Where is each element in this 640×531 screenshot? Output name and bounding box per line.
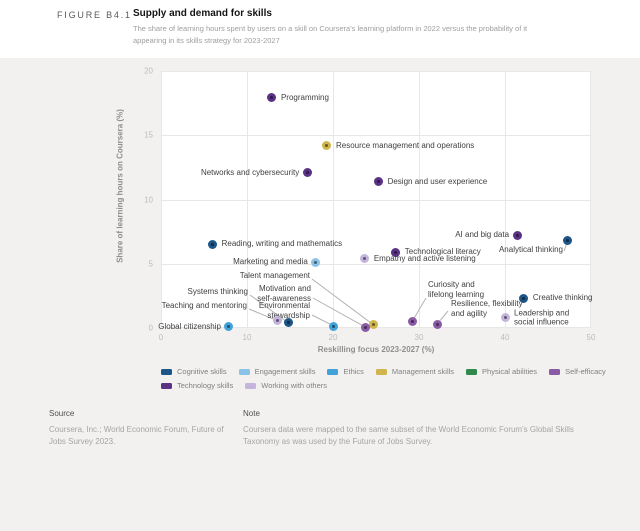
- legend-item-label: Cognitive skills: [177, 367, 227, 376]
- data-point[interactable]: [407, 317, 417, 327]
- point-label: Design and user experience: [387, 176, 488, 186]
- y-tick-label: 0: [148, 323, 153, 333]
- gridline-horizontal: [161, 263, 591, 265]
- data-point[interactable]: [432, 319, 442, 329]
- data-point[interactable]: [224, 322, 234, 332]
- point-label: Reading, writing and mathematics: [221, 239, 343, 249]
- point-label: Curiosity and lifelong learning: [428, 280, 485, 299]
- point-label: Teaching and mentoring: [161, 301, 247, 310]
- y-tick-label: 5: [148, 259, 153, 269]
- legend-item[interactable]: Technology skills: [161, 381, 233, 390]
- source-text: Coursera, Inc.; World Economic Forum, Fu…: [49, 425, 224, 447]
- legend-item-label: Ethics: [343, 367, 364, 376]
- point-label: Talent management: [239, 271, 310, 280]
- point-label: Technological literacy: [404, 247, 481, 257]
- source-heading: Source: [49, 409, 75, 418]
- data-point[interactable]: [391, 247, 401, 257]
- point-label: Motivation and self-awareness: [257, 284, 311, 303]
- figure-number: FIGURE B4.1: [57, 10, 132, 20]
- point-label: Networks and cybersecurity: [200, 167, 300, 177]
- plot-area: 0 10 20 30 40 50 0 5 10 15 20 Programming Resource m…: [144, 67, 595, 343]
- x-tick-label: 50: [586, 333, 596, 342]
- data-point[interactable]: [329, 321, 339, 331]
- data-point[interactable]: [267, 93, 277, 103]
- gridline-horizontal: [161, 135, 591, 137]
- data-point[interactable]: [512, 230, 522, 240]
- data-point[interactable]: [563, 236, 573, 246]
- legend-item-label: Physical abilities: [482, 367, 538, 376]
- y-tick-label: 10: [144, 195, 153, 204]
- data-point[interactable]: [273, 316, 283, 326]
- data-point[interactable]: [208, 239, 218, 249]
- point-label: Analytical thinking: [498, 245, 563, 254]
- legend-item-label: Engagement skills: [254, 367, 316, 376]
- legend-item[interactable]: Ethics: [327, 367, 364, 376]
- point-label: Global citizenship: [158, 321, 221, 331]
- data-point[interactable]: [361, 322, 371, 332]
- y-tick-label: 15: [144, 130, 153, 140]
- figure-title: Supply and demand for skills: [133, 8, 272, 19]
- source-block: Source Coursera, Inc.; World Economic Fo…: [49, 409, 229, 449]
- data-point[interactable]: [283, 318, 293, 328]
- gridline-horizontal: [161, 199, 591, 201]
- point-label: Programming: [280, 93, 329, 103]
- legend-swatch-icon: [245, 382, 257, 389]
- point-label: Marketing and media: [233, 257, 308, 267]
- x-tick-label: 40: [500, 333, 510, 342]
- legend-swatch-icon: [549, 368, 561, 375]
- legend-item-label: Management skills: [391, 367, 455, 376]
- x-tick-label: 0: [158, 333, 164, 342]
- data-point[interactable]: [368, 320, 378, 330]
- x-tick-label: 30: [414, 333, 424, 342]
- legend-item[interactable]: Working with others: [245, 381, 327, 390]
- point-label: Systems thinking: [187, 287, 248, 296]
- note-block: Note Coursera data were mapped to the sa…: [243, 409, 588, 449]
- legend-item[interactable]: Physical abilities: [466, 367, 537, 376]
- legend-item[interactable]: Engagement skills: [238, 367, 316, 376]
- point-label: Resource management and operations: [335, 140, 475, 150]
- legend-item[interactable]: Self-efficacy: [549, 367, 606, 376]
- legend-item[interactable]: Cognitive skills: [161, 367, 227, 376]
- gridline-horizontal: [161, 71, 591, 72]
- x-tick-label: 20: [328, 333, 338, 342]
- point-label: Leadership and social influence: [514, 307, 570, 327]
- point-label: AI and big data: [455, 230, 510, 240]
- legend-swatch-icon: [238, 368, 250, 375]
- y-tick-label: 20: [144, 66, 153, 76]
- figure-subtitle: The share of learning hours spent by use…: [133, 24, 528, 45]
- legend-swatch-icon: [466, 368, 478, 375]
- legend: Cognitive skills Engagement skills Ethics M…: [161, 367, 640, 390]
- legend-item-label: Working with others: [261, 381, 328, 390]
- point-label: Environmental stewardship: [258, 301, 310, 320]
- y-axis-title: Share of learning hours on Coursera (%): [115, 109, 125, 263]
- x-tick-label: 10: [242, 333, 252, 342]
- legend-item[interactable]: Management skills: [375, 367, 455, 376]
- legend-swatch-icon: [161, 368, 172, 375]
- data-point[interactable]: [360, 254, 370, 264]
- point-label: Resilience, flexibility and agility: [451, 299, 523, 318]
- data-point[interactable]: [322, 141, 332, 151]
- legend-item-label: Technology skills: [177, 381, 234, 390]
- figure-header: FIGURE B4.1 Supply and demand for skills…: [0, 0, 640, 58]
- legend-item-label: Self-efficacy: [565, 367, 606, 376]
- data-point[interactable]: [500, 313, 510, 323]
- data-point[interactable]: [374, 177, 384, 186]
- note-text: Coursera data were mapped to the same su…: [243, 425, 574, 447]
- legend-swatch-icon: [161, 382, 172, 389]
- data-point[interactable]: [311, 257, 321, 267]
- point-label: Creative thinking: [532, 293, 593, 303]
- note-heading: Note: [243, 409, 260, 418]
- data-point[interactable]: [519, 293, 529, 303]
- data-point[interactable]: [302, 168, 312, 177]
- legend-swatch-icon: [375, 368, 387, 375]
- legend-swatch-icon: [327, 368, 339, 375]
- point-label: Empathy and active listening: [373, 253, 476, 263]
- x-axis-title: Reskilling focus 2023-2027 (%): [317, 345, 435, 354]
